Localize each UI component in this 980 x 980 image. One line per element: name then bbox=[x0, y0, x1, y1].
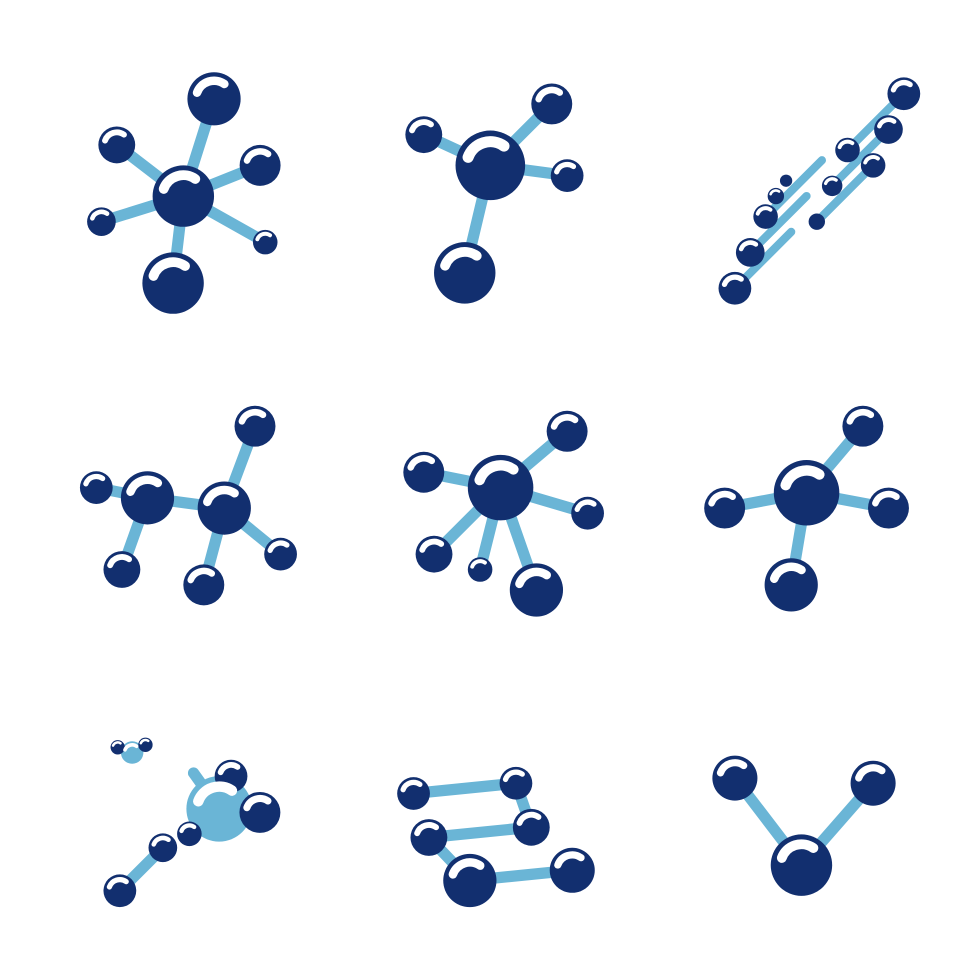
mol-3-icon bbox=[653, 40, 940, 332]
atoms bbox=[87, 72, 280, 314]
molecule-cell-1 bbox=[40, 40, 327, 332]
molecule-cell-2 bbox=[347, 40, 634, 332]
mol-8-icon bbox=[347, 663, 634, 955]
mol-4-icon bbox=[40, 352, 327, 644]
mol-7-icon bbox=[40, 663, 327, 955]
molecule-grid bbox=[0, 0, 980, 980]
molecule-cell-6 bbox=[653, 352, 940, 644]
molecule-cell-3 bbox=[653, 40, 940, 332]
molecule-cell-8 bbox=[347, 663, 634, 955]
mol-2-icon bbox=[347, 40, 634, 332]
mol-6-icon bbox=[653, 352, 940, 644]
molecule-cell-4 bbox=[40, 352, 327, 644]
mol-9-icon bbox=[653, 663, 940, 955]
atom bbox=[809, 213, 825, 229]
mol-5-icon bbox=[347, 352, 634, 644]
mol-1-icon bbox=[40, 40, 327, 332]
atoms bbox=[405, 83, 583, 303]
atoms bbox=[103, 738, 280, 907]
molecule-cell-5 bbox=[347, 352, 634, 644]
molecule-cell-7 bbox=[40, 663, 327, 955]
atoms bbox=[713, 756, 896, 896]
atoms bbox=[403, 410, 604, 616]
atoms bbox=[705, 405, 910, 611]
atom bbox=[780, 175, 792, 187]
molecule-cell-9 bbox=[653, 663, 940, 955]
